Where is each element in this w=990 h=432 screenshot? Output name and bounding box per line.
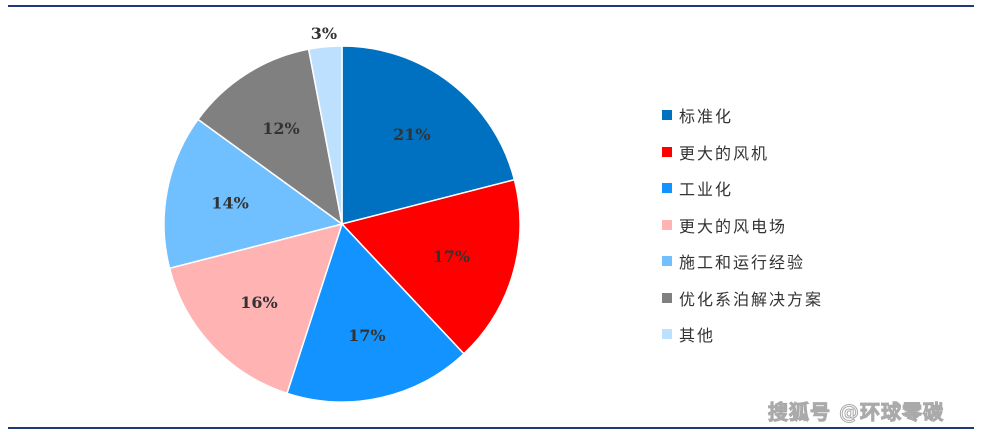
pie-slice bbox=[163, 118, 344, 270]
legend-label: 工业化 bbox=[679, 180, 734, 200]
bottom-rule bbox=[8, 427, 974, 429]
legend-label: 其他 bbox=[679, 326, 716, 346]
data-label: 17% bbox=[348, 326, 385, 345]
legend-swatch bbox=[662, 256, 672, 267]
legend-label: 优化系泊解决方案 bbox=[679, 289, 824, 309]
data-label: 21% bbox=[393, 125, 430, 144]
legend: 标准化更大的风机工业化更大的风电场 施工和运行经验 优化系泊解决方案 其他 bbox=[662, 97, 823, 353]
legend-item: 更大的风机 bbox=[662, 134, 823, 171]
pie-slice bbox=[168, 222, 344, 395]
pie-slice bbox=[286, 222, 465, 403]
legend-swatch bbox=[662, 183, 672, 194]
data-label: 16% bbox=[240, 293, 277, 312]
data-label: 3% bbox=[311, 24, 337, 43]
legend-label: 标准化 bbox=[679, 107, 734, 127]
legend-swatch bbox=[662, 329, 672, 340]
legend-label: 更大的风机 bbox=[679, 143, 770, 163]
legend-item: 标准化 bbox=[662, 97, 823, 134]
top-rule bbox=[8, 5, 974, 7]
pie-slice bbox=[196, 48, 344, 226]
watermark: 搜狐号 @环球零碳 bbox=[768, 400, 944, 425]
pie-slice bbox=[307, 45, 343, 225]
data-label: 12% bbox=[262, 119, 299, 138]
legend-item: 更大的风电场 bbox=[662, 207, 823, 244]
legend-label: 更大的风电场 bbox=[679, 216, 788, 236]
data-label: 17% bbox=[433, 247, 470, 266]
legend-swatch bbox=[662, 292, 672, 303]
legend-item: 优化系泊解决方案 bbox=[662, 280, 823, 317]
legend-item: 施工和运行经验 bbox=[662, 243, 823, 280]
legend-item: 工业化 bbox=[662, 170, 823, 207]
legend-swatch bbox=[662, 110, 672, 121]
legend-swatch bbox=[662, 146, 672, 157]
legend-label: 施工和运行经验 bbox=[679, 253, 806, 273]
data-label: 14% bbox=[211, 194, 248, 213]
pie-slice bbox=[340, 178, 521, 355]
legend-item: 其他 bbox=[662, 316, 823, 353]
pie-slice bbox=[341, 45, 516, 225]
legend-swatch bbox=[662, 219, 672, 230]
